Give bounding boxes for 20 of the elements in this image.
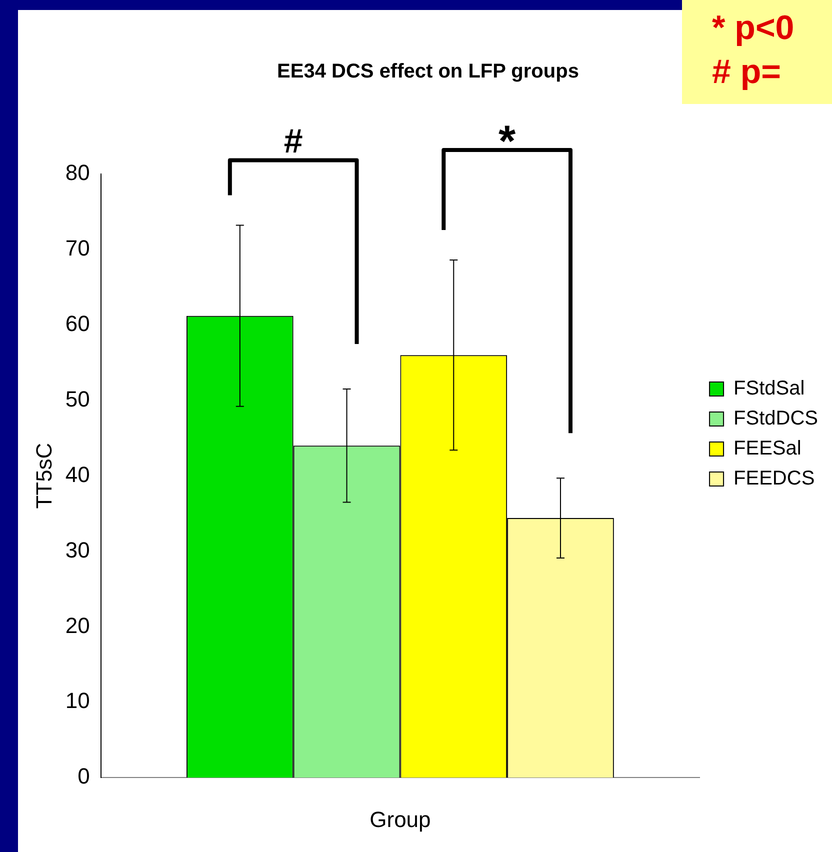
legend-label: FEESal [734,438,802,460]
y-axis-title: TT5sC [31,442,56,509]
legend-label: FEEDCS [734,468,815,490]
legend-label: FStdSal [734,378,805,400]
y-tick-label: 80 [65,160,90,186]
y-tick-label: 0 [78,764,90,789]
y-tick-label: 10 [65,688,90,714]
text: # p= [712,52,782,93]
chart-title: EE34 DCS effect on LFP groups [277,60,579,83]
legend-label: FStdDCS [734,408,818,430]
y-tick-label: 60 [65,310,90,336]
y-tick-label: 40 [65,462,90,487]
y-tick-label: 50 [65,386,90,412]
y-tick-label: 30 [65,537,90,562]
text: # [284,122,303,160]
text: * [498,117,517,166]
y-tick-label: 70 [65,236,90,261]
y-tick-label: 20 [65,612,90,638]
text: * p<0 [712,8,796,49]
x-axis-title: Group [370,806,431,832]
